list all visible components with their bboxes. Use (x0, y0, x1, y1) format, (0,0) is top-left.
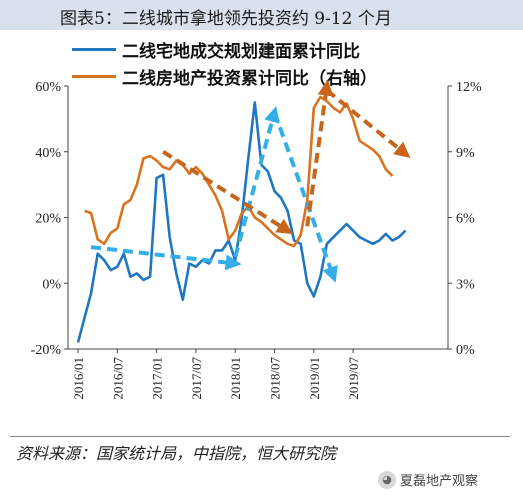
left-tick-label: 60% (35, 80, 61, 95)
x-tick-label: 2016/07 (110, 357, 125, 400)
trend-arrow-blue (233, 106, 280, 258)
title-bar: 图表5：二线城市拿地领先投资约 9-12 个月 (0, 0, 523, 30)
trend-arrow-orange (162, 150, 294, 235)
series-line-investment (84, 95, 394, 248)
x-tick-label: 2018/07 (268, 357, 283, 400)
trend-arrow-blue (90, 245, 242, 271)
legend-label-series2: 二线房地产投资累计同比（右轴） (122, 69, 377, 89)
x-tick-label: 2019/07 (346, 357, 361, 400)
left-tick-label: 40% (35, 146, 61, 161)
wechat-icon: ◕ (378, 470, 396, 489)
trend-arrow-blue (272, 111, 338, 283)
right-tick-label: 0% (456, 343, 475, 358)
right-tick-label: 12% (456, 80, 482, 95)
legend-item-series2: 二线房地产投资累计同比（右轴） (72, 63, 377, 90)
source-note: 资料来源：国家统计局，中指院，恒大研究院 (16, 444, 337, 463)
x-tick-label: 2017/07 (189, 357, 204, 400)
trend-arrow-orange (325, 88, 411, 158)
watermark: ◕ 夏磊地产观察 (378, 470, 478, 489)
right-tick-label: 3% (456, 277, 475, 292)
series-line-land-area (76, 101, 407, 343)
legend: 二线宅地成交规划建面累计同比 二线房地产投资累计同比（右轴） (72, 36, 377, 90)
legend-item-series1: 二线宅地成交规划建面累计同比 (72, 36, 377, 63)
legend-swatch-orange (72, 75, 116, 78)
left-tick-label: -20% (31, 343, 62, 358)
x-tick-label: 2017/01 (150, 357, 165, 400)
right-tick-label: 9% (456, 146, 475, 161)
source-divider (10, 436, 510, 437)
legend-label-series1: 二线宅地成交规划建面累计同比 (122, 42, 360, 62)
x-tick-label: 2019/01 (307, 357, 322, 400)
watermark-text: 夏磊地产观察 (400, 474, 479, 489)
x-tick-label: 2016/01 (71, 357, 86, 400)
left-tick-label: 20% (35, 212, 61, 227)
left-tick-label: 0% (42, 277, 61, 292)
legend-swatch-blue (72, 48, 116, 51)
trend-arrow-orange (305, 79, 334, 227)
x-tick-label: 2018/01 (228, 357, 243, 400)
right-tick-label: 6% (456, 212, 475, 227)
chart-title: 图表5：二线城市拿地领先投资约 9-12 个月 (60, 9, 392, 29)
